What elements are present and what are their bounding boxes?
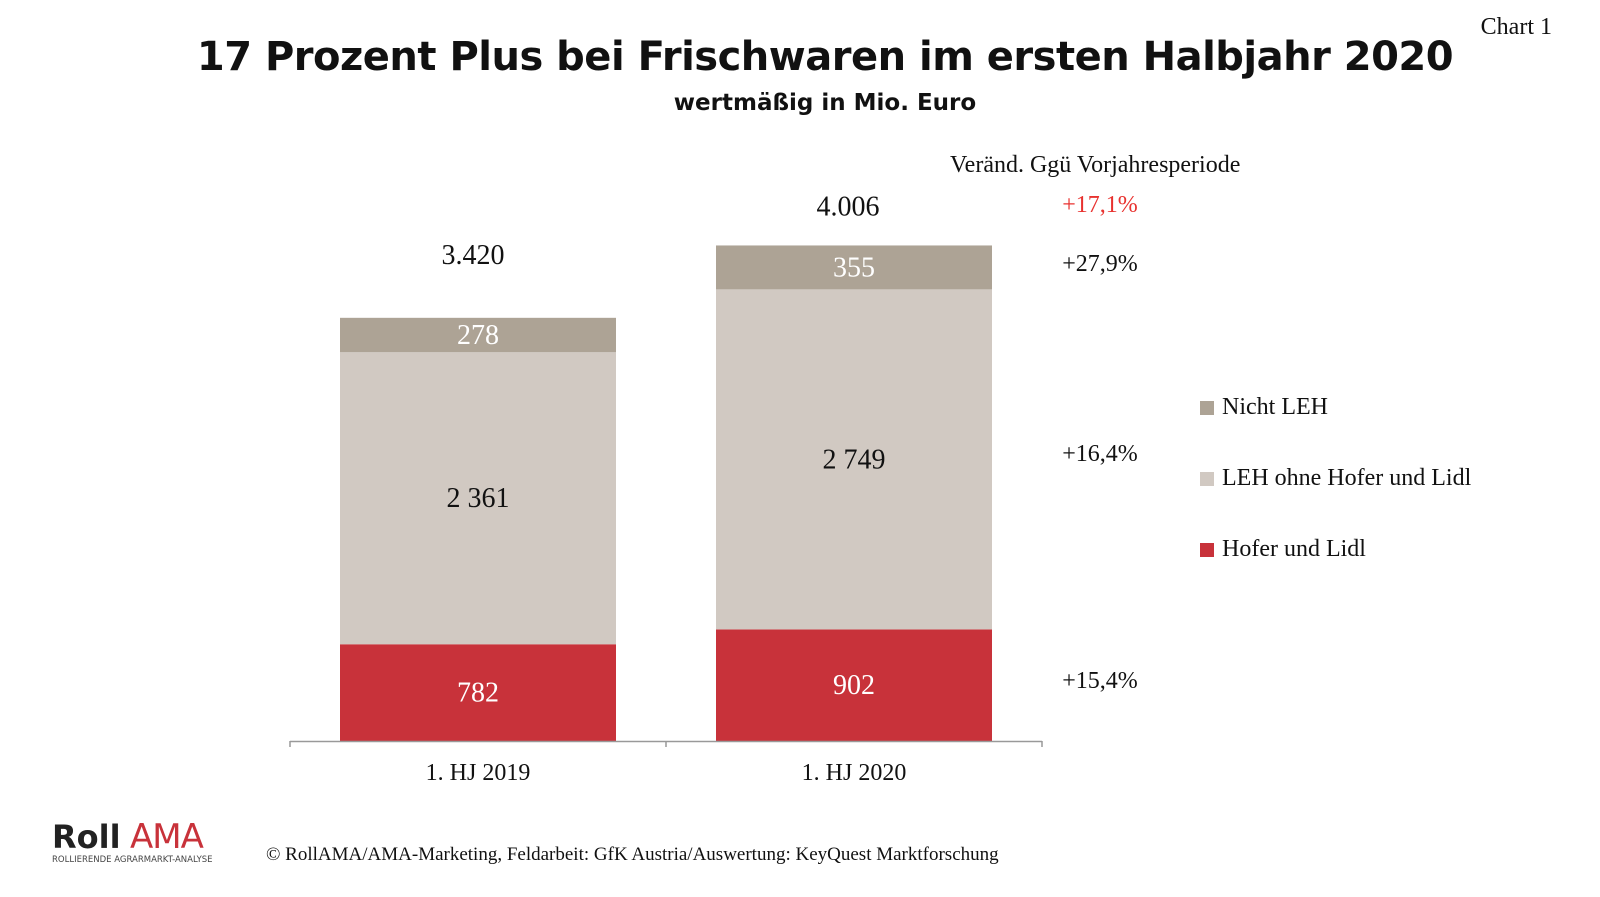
- change-leh-ohne: +16,4%: [1062, 441, 1138, 467]
- total-change: +17,1%: [1062, 192, 1138, 218]
- data-label: 278: [457, 320, 499, 351]
- data-label: 902: [833, 670, 875, 701]
- legend-label: Hofer und Lidl: [1222, 536, 1366, 562]
- bar-segment: [340, 352, 616, 645]
- bar-segment: [716, 289, 992, 630]
- bar-segment: [340, 644, 616, 741]
- chart-subtitle: wertmäßig in Mio. Euro: [673, 90, 977, 116]
- rollama-logo: Roll AMA ROLLIERENDE AGRARMARKT-ANALYSE: [52, 817, 252, 871]
- data-label: 782: [457, 678, 499, 709]
- bar-segment: [340, 317, 616, 353]
- legend-label: Nicht LEH: [1222, 394, 1328, 420]
- svg-text:Roll: Roll: [52, 818, 121, 856]
- chart-title: 17 Prozent Plus bei Frischwaren im erste…: [196, 34, 1454, 80]
- chart-number: Chart 1: [1480, 14, 1552, 40]
- legend-swatch: [1200, 542, 1214, 557]
- data-label: 355: [833, 252, 875, 283]
- svg-text:ROLLIERENDE AGRARMARKT-ANALYSE: ROLLIERENDE AGRARMARKT-ANALYSE: [52, 855, 213, 865]
- svg-text:AMA: AMA: [130, 818, 204, 857]
- total-label: 3.420: [442, 240, 505, 271]
- legend-swatch: [1200, 471, 1214, 486]
- bar-segment: [716, 245, 992, 290]
- data-label: 2 749: [823, 444, 886, 475]
- legend-item-leh-ohne: LEH ohne Hofer und Lidl: [1200, 465, 1471, 492]
- change-column-title: Veränd. Ggü Vorjahresperiode: [950, 152, 1241, 178]
- x-tick-label: 1. HJ 2019: [426, 760, 531, 786]
- legend-swatch: [1200, 400, 1214, 415]
- legend-label: LEH ohne Hofer und Lidl: [1222, 465, 1472, 491]
- change-nicht-leh: +27,9%: [1062, 251, 1138, 277]
- change-hofer-lidl: +15,4%: [1062, 668, 1138, 694]
- source-footer: © RollAMA/AMA-Marketing, Feldarbeit: GfK…: [266, 844, 999, 865]
- total-label: 4.006: [817, 191, 880, 222]
- x-tick-label: 1. HJ 2020: [802, 760, 907, 786]
- bar-segment: [716, 629, 992, 741]
- legend-item-nicht-leh: Nicht LEH: [1200, 394, 1328, 421]
- data-label: 2 361: [447, 483, 510, 514]
- legend-item-hofer-lidl: Hofer und Lidl: [1200, 536, 1366, 563]
